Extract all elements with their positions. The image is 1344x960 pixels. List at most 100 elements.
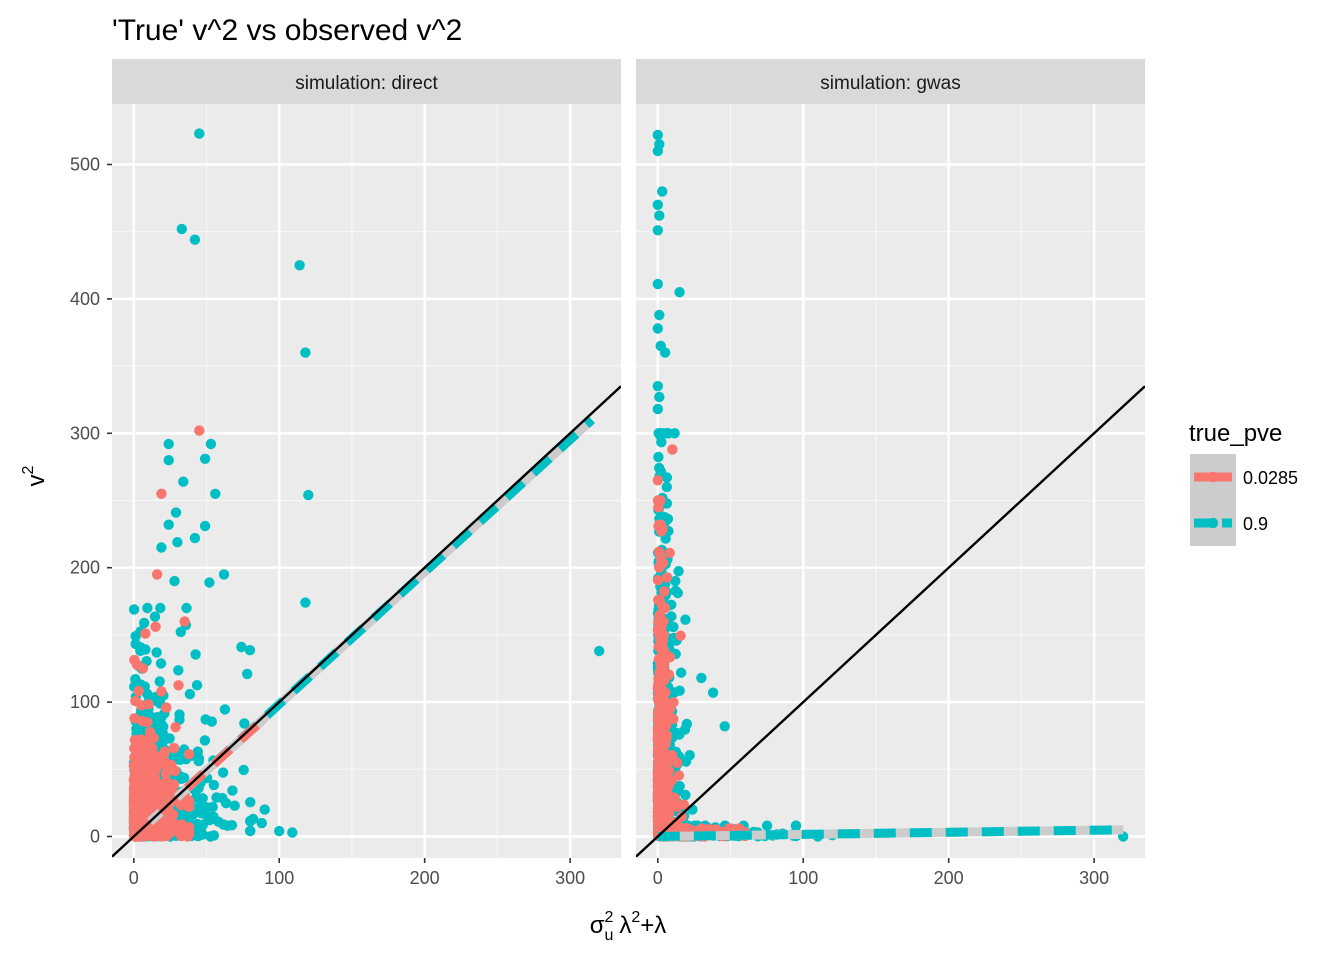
data-point (130, 812, 142, 823)
data-point (137, 663, 149, 674)
data-point (179, 616, 190, 627)
data-point (163, 438, 174, 450)
data-point (173, 680, 184, 691)
data-point (657, 186, 668, 197)
data-point (655, 759, 666, 771)
data-point (226, 820, 238, 831)
data-point (654, 210, 665, 221)
data-point (672, 587, 683, 599)
data-point (156, 686, 167, 697)
data-point (657, 601, 668, 612)
data-point (663, 790, 674, 801)
data-point (674, 729, 685, 740)
data-point (673, 770, 685, 781)
data-point (652, 278, 663, 290)
data-point (149, 611, 161, 622)
data-point (662, 513, 674, 525)
legend-key-point (1207, 471, 1219, 483)
data-point (130, 784, 142, 795)
data-point (653, 546, 665, 557)
data-point (242, 668, 253, 680)
panel-background (636, 104, 1145, 858)
data-point (652, 199, 663, 210)
data-point (652, 403, 663, 415)
data-point (151, 647, 162, 658)
data-point (166, 781, 177, 792)
data-point (674, 287, 685, 298)
x-axis-ticks: 0 100 200 300 (653, 858, 1109, 888)
data-point (189, 532, 201, 544)
y-tick-label: 200 (70, 558, 100, 578)
identity-line (112, 385, 621, 858)
data-point (655, 519, 666, 530)
data-point (674, 685, 685, 696)
data-point (145, 758, 157, 769)
data-point (652, 145, 663, 157)
facet-panel: simulation: direct 0 100 200 300 (112, 59, 621, 888)
data-point (652, 575, 664, 586)
data-point (303, 489, 314, 501)
data-point (170, 507, 182, 518)
data-point (174, 709, 185, 720)
data-point (654, 562, 665, 573)
facet-strip-label: simulation: gwas (820, 73, 960, 94)
data-point (140, 644, 151, 655)
data-point (300, 347, 311, 358)
data-point (156, 488, 167, 499)
data-point (136, 774, 147, 786)
y-tick-label: 0 (90, 826, 100, 846)
data-point (199, 520, 211, 532)
data-point (142, 602, 153, 614)
reference-line (636, 385, 1145, 858)
data-point (176, 223, 187, 235)
x-tick-label: 100 (788, 868, 818, 888)
x-axis-title: σ2 u λ2+λ (590, 909, 667, 944)
data-point (663, 765, 675, 776)
legend-entry: 0.9 (1190, 500, 1268, 546)
data-point (197, 819, 209, 830)
data-point (239, 718, 250, 729)
data-point (664, 652, 676, 663)
data-point (245, 797, 256, 808)
data-point (161, 702, 172, 713)
data-point (194, 425, 205, 436)
data-point (652, 225, 663, 236)
fit-line (657, 825, 1124, 841)
data-point (130, 638, 141, 650)
facet-strip (112, 59, 621, 104)
x-axis-ticks: 0 100 200 300 (129, 858, 585, 888)
data-point (247, 813, 259, 825)
data-point (172, 537, 183, 548)
data-point (680, 614, 691, 625)
data-point (208, 779, 220, 791)
data-point (238, 764, 249, 776)
legend-label: 0.9 (1243, 514, 1268, 534)
data-point (140, 735, 151, 746)
data-point (199, 735, 211, 746)
data-point (274, 825, 285, 837)
data-point (707, 687, 719, 698)
legend-key-point (1207, 517, 1219, 529)
y-tick-label: 100 (70, 692, 100, 712)
data-point (658, 660, 670, 672)
data-point (680, 789, 691, 801)
y-axis-tick-labels: 0 100 200 300 400 500 (70, 154, 112, 846)
data-point (654, 309, 665, 321)
data-point (147, 773, 158, 784)
data-point (680, 756, 692, 767)
data-point (236, 641, 247, 653)
data-point (659, 674, 670, 686)
data-point (245, 825, 256, 837)
data-point (169, 575, 180, 587)
data-point (163, 455, 174, 466)
data-point (184, 688, 196, 700)
data-point (175, 626, 186, 638)
data-point (189, 234, 201, 245)
data-point (178, 476, 189, 487)
data-point (661, 572, 673, 583)
reference-line (112, 385, 621, 858)
data-point (187, 809, 198, 820)
x-tick-label: 300 (555, 868, 585, 888)
data-point (131, 799, 142, 810)
data-point (659, 347, 671, 358)
